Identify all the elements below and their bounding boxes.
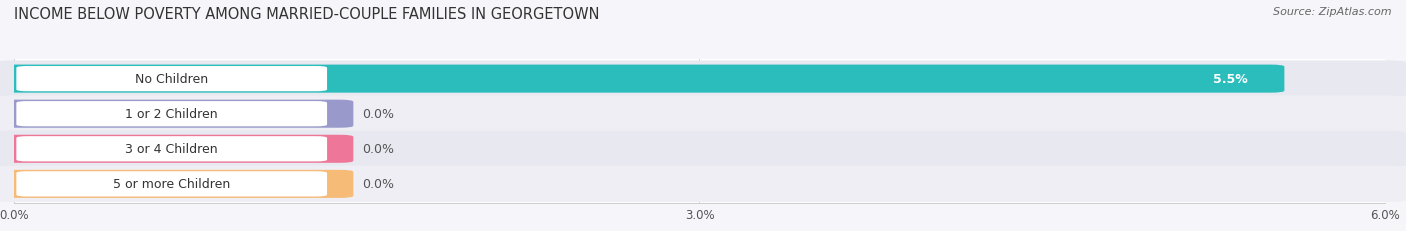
FancyBboxPatch shape (0, 100, 353, 128)
Text: 5.5%: 5.5% (1213, 73, 1249, 86)
FancyBboxPatch shape (17, 137, 328, 162)
Text: INCOME BELOW POVERTY AMONG MARRIED-COUPLE FAMILIES IN GEORGETOWN: INCOME BELOW POVERTY AMONG MARRIED-COUPL… (14, 7, 599, 22)
FancyBboxPatch shape (0, 96, 1406, 132)
Text: 0.0%: 0.0% (363, 143, 395, 156)
FancyBboxPatch shape (0, 170, 353, 198)
FancyBboxPatch shape (0, 61, 1406, 97)
Text: 1 or 2 Children: 1 or 2 Children (125, 108, 218, 121)
FancyBboxPatch shape (0, 131, 1406, 167)
Text: 3 or 4 Children: 3 or 4 Children (125, 143, 218, 156)
Text: Source: ZipAtlas.com: Source: ZipAtlas.com (1274, 7, 1392, 17)
FancyBboxPatch shape (17, 171, 328, 197)
Text: 5 or more Children: 5 or more Children (112, 178, 231, 191)
FancyBboxPatch shape (0, 65, 1285, 93)
FancyBboxPatch shape (0, 166, 1406, 202)
Text: 0.0%: 0.0% (363, 178, 395, 191)
Text: No Children: No Children (135, 73, 208, 86)
FancyBboxPatch shape (0, 135, 353, 163)
Text: 0.0%: 0.0% (363, 108, 395, 121)
FancyBboxPatch shape (17, 102, 328, 127)
FancyBboxPatch shape (17, 67, 328, 92)
